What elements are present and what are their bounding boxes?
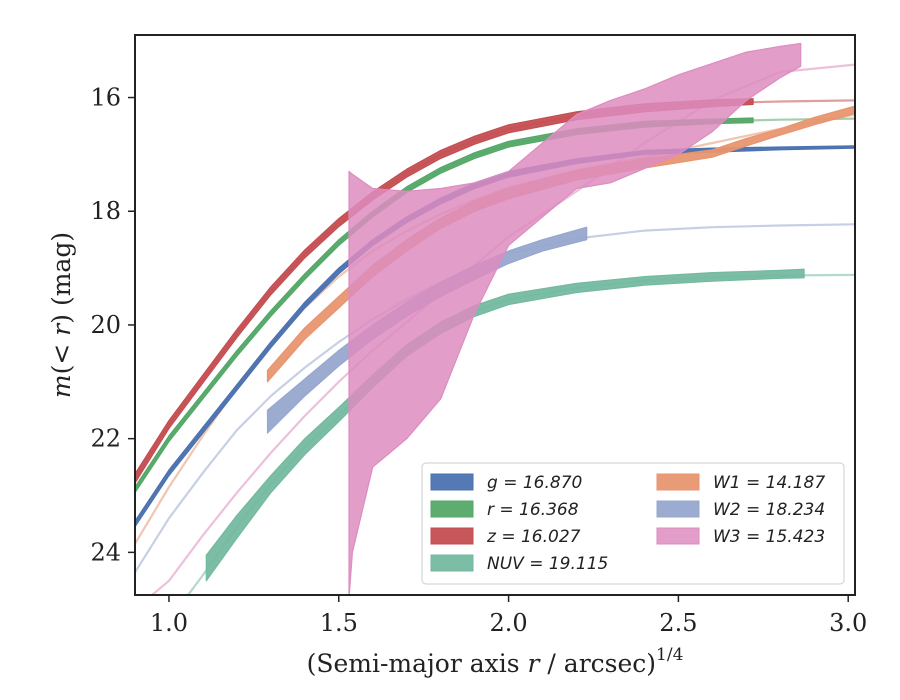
x-tick-label: 2.5 [659, 609, 697, 637]
y-tick-label: 22 [90, 425, 121, 453]
z-data-band [135, 98, 754, 484]
x-tick-label: 1.0 [150, 609, 188, 637]
w3-data-band [348, 42, 802, 595]
data-bands [135, 42, 855, 595]
g-legend-label: g = 16.870 [487, 473, 582, 493]
w3-legend-swatch [656, 527, 700, 545]
x-axis-label: (Semi-major axis r / arcsec)1/4 [307, 645, 684, 678]
y-tick-label: 24 [90, 538, 121, 566]
y-tick-label: 16 [90, 84, 121, 112]
y-tick-label: 18 [90, 197, 121, 225]
x-tick-label: 1.5 [320, 609, 358, 637]
y-tick-label: 20 [90, 311, 121, 339]
g-data-band [135, 145, 855, 528]
w2-legend-swatch [656, 500, 700, 518]
x-tick-label: 3.0 [829, 609, 867, 637]
y-axis-ticks: 16 18 20 22 24 [90, 84, 135, 566]
y-axis-label: m(< r) (mag) [47, 232, 76, 398]
z-legend-label: z = 16.027 [486, 527, 581, 547]
w1-legend-swatch [656, 473, 700, 491]
z-legend-swatch [430, 527, 474, 545]
w2-legend-label: W2 = 18.234 [713, 500, 825, 520]
x-tick-label: 2.0 [489, 609, 527, 637]
w1-legend-label: W1 = 14.187 [713, 473, 825, 493]
r-data-band [135, 117, 754, 494]
r-legend-label: r = 16.368 [487, 500, 579, 520]
legend: g = 16.870 r = 16.368 z = 16.027 NUV = 19.1… [421, 462, 845, 585]
plot-frame [134, 34, 856, 596]
w3-legend-label: W3 = 15.423 [713, 527, 825, 547]
r-legend-swatch [430, 500, 474, 518]
nuv-legend-label: NUV = 19.115 [487, 554, 608, 574]
x-axis-ticks: 1.0 1.5 2.0 2.5 3.0 [150, 595, 867, 637]
g-legend-swatch [430, 473, 474, 491]
legend-frame [421, 462, 845, 585]
nuv-legend-swatch [430, 554, 474, 572]
